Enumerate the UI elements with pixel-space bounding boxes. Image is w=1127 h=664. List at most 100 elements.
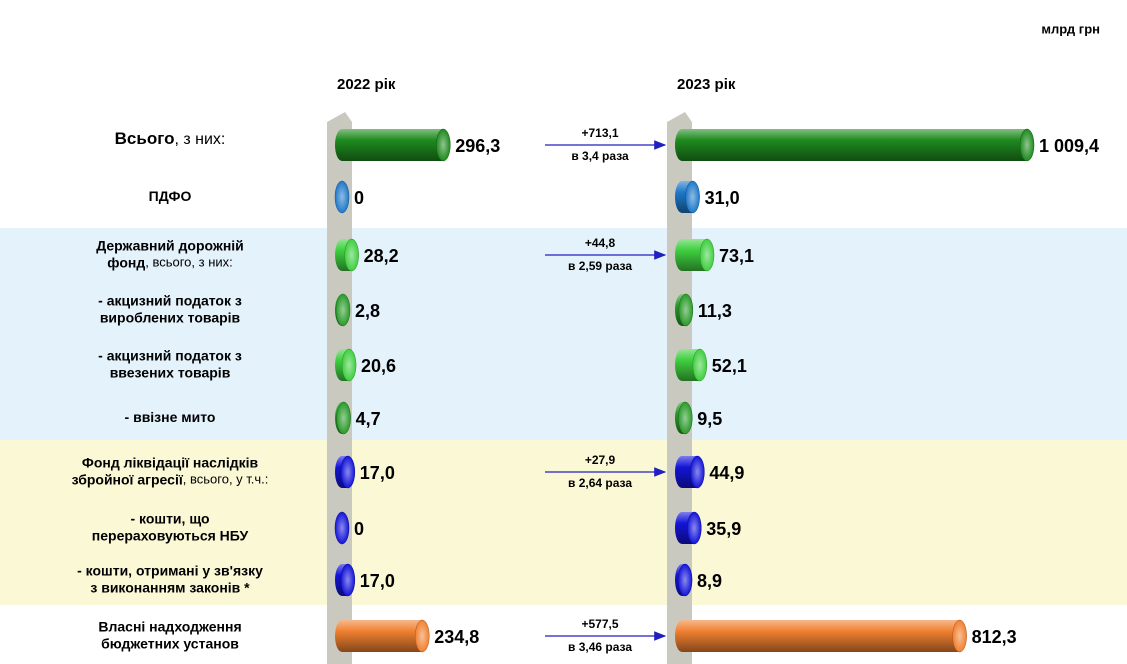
- category-label: фонд, всього, з них:: [107, 254, 233, 270]
- bar-cap: [687, 511, 702, 545]
- bar: [335, 348, 357, 382]
- value-label: 234,8: [434, 627, 479, 647]
- category-note: , всього, у т.ч.:: [183, 472, 269, 487]
- bar-cap-left: [675, 456, 689, 488]
- category-label-text: - кошти, що: [130, 510, 209, 526]
- value-label: 73,1: [719, 246, 754, 266]
- change-ratio: в 2,64 раза: [568, 476, 632, 490]
- value-label: 296,3: [455, 136, 500, 156]
- value-label: 0: [354, 519, 364, 539]
- category-label-text: - кошти, отримані у зв'язку: [77, 562, 263, 578]
- change-ratio: в 3,46 раза: [568, 640, 632, 654]
- category-label: перераховуються НБУ: [92, 527, 249, 543]
- change-diff: +44,8: [585, 236, 616, 250]
- category-note: , всього, з них:: [145, 255, 233, 270]
- bar-cap: [336, 401, 351, 435]
- value-label: 44,9: [709, 463, 744, 483]
- bar-body: [682, 129, 1027, 161]
- bar-cap: [1019, 128, 1035, 162]
- value-label: 17,0: [360, 571, 395, 591]
- category-label: ввезених товарів: [110, 364, 231, 380]
- bar-cap-left: [335, 620, 349, 652]
- category-label: - кошти, отримані у зв'язку: [77, 562, 263, 578]
- change-diff: +27,9: [585, 453, 616, 467]
- series-header: 2022 рік: [337, 76, 396, 93]
- category-label: вироблених товарів: [100, 309, 241, 325]
- bar-cap: [690, 455, 705, 489]
- bar-cap-left: [675, 349, 689, 381]
- value-label: 28,2: [364, 246, 399, 266]
- bar: [335, 455, 356, 489]
- bar: [675, 293, 694, 327]
- bar-cap: [677, 563, 693, 597]
- bar: [334, 511, 350, 545]
- value-label: 35,9: [706, 519, 741, 539]
- bar-body: [342, 129, 444, 161]
- bar: [675, 180, 700, 214]
- bar-cap: [685, 180, 700, 214]
- bar-cap-left: [675, 239, 689, 271]
- bar-cap: [699, 238, 715, 272]
- bar-cap-left: [675, 620, 689, 652]
- change-diff: +713,1: [581, 126, 618, 140]
- category-label: - ввізне мито: [125, 409, 216, 425]
- bar-cap: [335, 293, 351, 327]
- value-label: 9,5: [697, 409, 722, 429]
- bar-cap: [334, 180, 350, 214]
- category-note: , з них:: [174, 131, 225, 148]
- category-label: Фонд ліквідації наслідків: [82, 454, 259, 470]
- category-label-text: Всього: [115, 129, 175, 148]
- category-label: Власні надходження: [98, 618, 241, 634]
- value-label: 1 009,4: [1039, 136, 1099, 156]
- bar: [334, 180, 350, 214]
- category-label: бюджетних установ: [101, 635, 239, 651]
- category-label-text: фонд: [107, 254, 145, 270]
- bar: [335, 619, 430, 653]
- bar-cap: [415, 619, 430, 653]
- category-label-text: з виконанням законів *: [90, 579, 250, 595]
- bar-cap: [341, 348, 357, 382]
- bar-body: [342, 620, 423, 652]
- category-label: - кошти, що: [130, 510, 209, 526]
- category-label-text: Власні надходження: [98, 618, 241, 634]
- category-label: з виконанням законів *: [90, 579, 250, 595]
- bar-cap: [952, 619, 967, 653]
- bar: [675, 238, 715, 272]
- bar: [335, 401, 351, 435]
- category-label-text: вироблених товарів: [100, 309, 241, 325]
- bar-cap: [340, 563, 356, 597]
- value-label: 812,3: [972, 627, 1017, 647]
- bar-cap-left: [675, 512, 689, 544]
- band-road-fund: [0, 228, 1127, 440]
- change-ratio: в 3,4 раза: [571, 149, 629, 163]
- bar: [335, 563, 356, 597]
- bar: [675, 348, 708, 382]
- value-label: 52,1: [712, 356, 747, 376]
- bar: [675, 128, 1035, 162]
- bar-body: [682, 620, 960, 652]
- category-label-text: збройної агресії: [72, 471, 184, 487]
- bar-cap: [334, 511, 350, 545]
- category-label: збройної агресії, всього, у т.ч.:: [72, 471, 269, 487]
- category-label-text: - ввізне мито: [125, 409, 216, 425]
- category-label: Державний дорожній: [96, 237, 244, 253]
- bar-cap: [340, 455, 356, 489]
- category-label: - акцизний податок з: [98, 292, 242, 308]
- series-header: 2023 рік: [677, 76, 736, 93]
- value-label: 4,7: [356, 409, 381, 429]
- bar: [335, 128, 451, 162]
- value-label: 8,9: [697, 571, 722, 591]
- bar: [335, 293, 351, 327]
- category-label-text: перераховуються НБУ: [92, 527, 249, 543]
- bar-cap: [678, 293, 694, 327]
- bar-cap: [436, 128, 451, 162]
- bar-cap-left: [675, 129, 689, 161]
- bar-cap-left: [675, 181, 689, 213]
- value-label: 0: [354, 188, 364, 208]
- bar: [335, 238, 359, 272]
- bar: [675, 455, 705, 489]
- category-label: ПДФО: [149, 188, 192, 204]
- unit-label: млрд грн: [1041, 21, 1100, 36]
- bar-cap: [692, 348, 708, 382]
